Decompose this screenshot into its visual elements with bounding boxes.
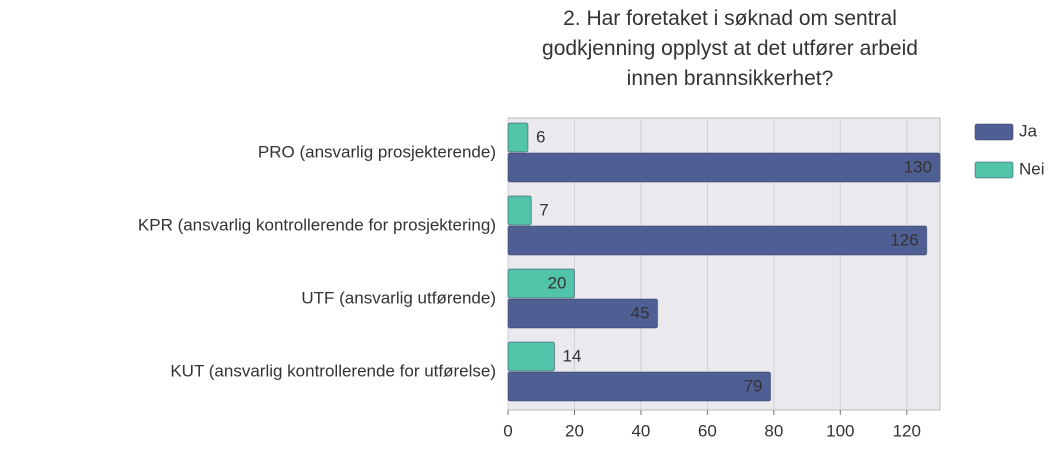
- data-label: 14: [563, 346, 582, 365]
- x-tick-label: 20: [565, 421, 584, 440]
- legend-label: Ja: [1019, 121, 1038, 140]
- x-tick-label: 120: [893, 421, 921, 440]
- bar: [507, 225, 928, 256]
- x-tick-label: 40: [631, 421, 650, 440]
- bar: [507, 268, 575, 299]
- legend-swatch: [974, 123, 1014, 141]
- y-tick-label: UTF (ansvarlig utførende): [301, 288, 496, 307]
- bar: [507, 152, 941, 183]
- data-label: 79: [744, 376, 763, 395]
- data-label: 7: [539, 200, 548, 219]
- x-tick-label: 100: [826, 421, 854, 440]
- chart-title: 2. Har foretaket i søknad om sentral god…: [542, 7, 918, 90]
- y-tick-label: KPR (ansvarlig kontrollerende for prosje…: [138, 215, 496, 234]
- data-label: 126: [890, 230, 918, 249]
- data-label: 20: [548, 273, 567, 292]
- bar: [507, 371, 772, 402]
- y-tick-label: PRO (ansvarlig prosjekterende): [258, 142, 496, 161]
- x-tick-label: 80: [764, 421, 783, 440]
- legend-swatch: [974, 161, 1014, 179]
- bar: [507, 195, 532, 226]
- bar: [507, 298, 659, 329]
- x-tick-label: 60: [698, 421, 717, 440]
- x-tick-label: 0: [503, 421, 512, 440]
- data-label: 6: [536, 127, 545, 146]
- y-tick-label: KUT (ansvarlig kontrollerende for utføre…: [170, 361, 496, 380]
- data-label: 130: [904, 157, 932, 176]
- legend-label: Nei: [1019, 159, 1045, 178]
- data-label: 45: [631, 303, 650, 322]
- bar: [507, 341, 556, 372]
- bar: [507, 122, 529, 153]
